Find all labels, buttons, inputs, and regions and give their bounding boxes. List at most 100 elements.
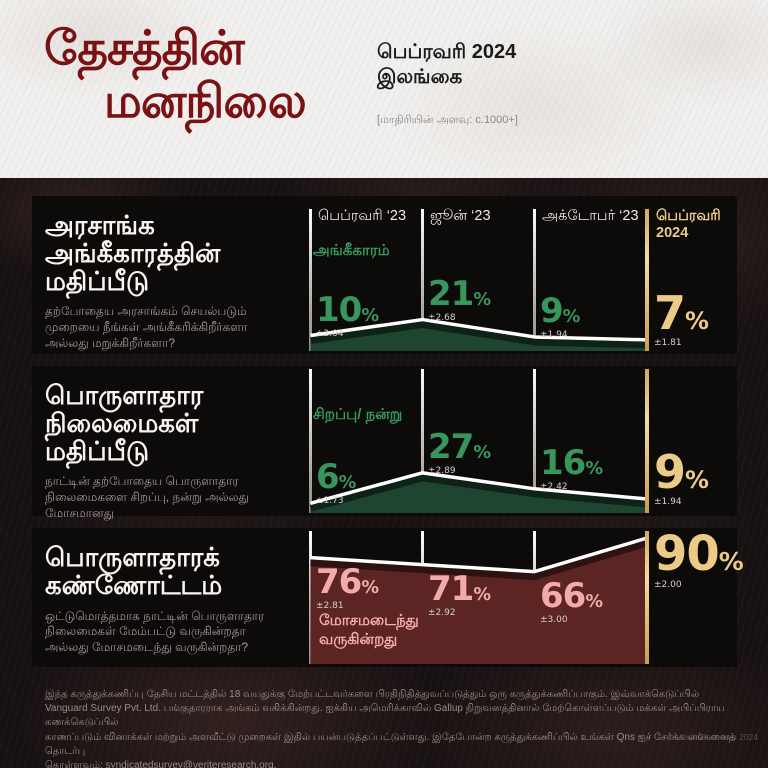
methodology-line: Vanguard Survey Pvt. Ltd. பங்குதாரராக அங… bbox=[45, 703, 725, 729]
margin-of-error: ±1.94 bbox=[654, 496, 682, 507]
title-line-2: மனநிலை bbox=[104, 73, 307, 127]
page-title: தேசத்தின் மனநிலை bbox=[44, 21, 307, 127]
margin-of-error: ±2.68 bbox=[428, 312, 456, 323]
margin-of-error: ±2.00 bbox=[654, 580, 682, 590]
data-point-value: 21% ±2.68 bbox=[428, 273, 491, 323]
section-question: நாட்டின் தற்போதைய பொருளாதார நிலைமைகளை சி… bbox=[45, 474, 249, 520]
data-point-value: 9% ±1.94 bbox=[654, 449, 709, 507]
section-title-line: பொருளாதாரக் bbox=[45, 542, 220, 572]
section-title: பொருளாதார நிலைமைகள் மதிப்பீடு bbox=[45, 380, 303, 466]
section-question: தற்போதைய அரசாங்கம் செயல்படும் முறையை நீங… bbox=[45, 304, 248, 350]
data-point-value: 7% ±1.81 bbox=[654, 290, 709, 348]
methodology-line: இந்த கருத்துக்கணிப்பு தேசிய மட்டத்தில் 1… bbox=[45, 689, 700, 700]
value-number: 9% bbox=[654, 444, 709, 499]
percent-sign: % bbox=[473, 584, 491, 605]
trend-area-svg bbox=[309, 471, 648, 513]
value-number: 10% bbox=[316, 289, 379, 330]
data-point-value: 71% ±2.92 bbox=[428, 572, 491, 618]
percent-sign: % bbox=[685, 465, 709, 494]
sample-size-note: [மாதிரியின் அளவு: c.1000+] bbox=[377, 114, 518, 126]
contact-label: கொள்ளவும்: bbox=[45, 759, 106, 768]
column-separator bbox=[533, 369, 536, 513]
methodology-note: இந்த கருத்துக்கணிப்பு தேசிய மட்டத்தில் 1… bbox=[45, 688, 737, 768]
value-number: 66% bbox=[540, 575, 603, 616]
series-label: அங்கீகாரம் bbox=[313, 242, 390, 259]
period: . bbox=[273, 759, 277, 768]
data-point-value: 66% ±3.00 bbox=[540, 575, 603, 625]
data-point-value: 10% ±2.04 bbox=[316, 289, 379, 339]
highlight-column-separator bbox=[645, 209, 649, 351]
data-point-value: 27% ±2.89 bbox=[428, 426, 491, 476]
series-label: மோசமடைந்து வருகின்றது bbox=[319, 612, 419, 648]
methodology-line: கொள்ளவும்: syndicatedsurvey@veriteresear… bbox=[45, 759, 737, 768]
section-economic-conditions: பொருளாதார நிலைமைகள் மதிப்பீடு நாட்டின் த… bbox=[32, 366, 737, 520]
trend-area-svg bbox=[310, 536, 649, 664]
percent-sign: % bbox=[718, 547, 744, 576]
copyright: © Vérité Research 2024 bbox=[667, 732, 758, 742]
value-number: 16% bbox=[540, 442, 603, 483]
percent-sign: % bbox=[473, 442, 491, 463]
value-number: 6% bbox=[316, 457, 357, 498]
percent-sign: % bbox=[562, 306, 581, 327]
percent-sign: % bbox=[361, 305, 379, 326]
column-separator bbox=[309, 209, 312, 351]
highlight-column-separator bbox=[645, 531, 649, 664]
section-title-line: மதிப்பீடு bbox=[45, 435, 150, 466]
column-header: பெப்ரவரி ‘23 bbox=[318, 208, 407, 224]
data-point-value: 9% ±1.94 bbox=[540, 290, 581, 340]
section-title-line: மதிப்பீடு bbox=[45, 265, 150, 296]
column-header: பெப்ரவரி 2024 bbox=[656, 208, 721, 241]
data-point-value: 6% ±1.73 bbox=[316, 457, 357, 506]
percent-sign: % bbox=[473, 289, 491, 310]
section-economic-outlook: பொருளாதாரக் கண்ணோட்டம் ஒட்டுமொத்தமாக நாட… bbox=[32, 528, 744, 667]
margin-of-error: ±3.00 bbox=[540, 614, 568, 625]
series-label: சிறப்பு/ நன்று bbox=[313, 406, 403, 423]
section-title: அரசாங்க அங்கீகாரத்தின் மதிப்பீடு bbox=[45, 210, 303, 296]
percent-sign: % bbox=[338, 473, 357, 494]
trend-area-svg bbox=[310, 317, 648, 351]
percent-sign: % bbox=[361, 577, 379, 598]
percent-sign: % bbox=[685, 306, 709, 335]
question-block: பொருளாதாரக் கண்ணோட்டம் ஒட்டுமொத்தமாக நாட… bbox=[45, 542, 303, 655]
conditions-trend-chart: சிறப்பு/ நன்று 6% ±1.73 27% ±2.89 16% ±2.42 9% ±… bbox=[32, 366, 737, 516]
section-title-line: பொருளாதார bbox=[45, 380, 204, 410]
margin-of-error: ±2.04 bbox=[316, 328, 344, 339]
value-number: 76% bbox=[316, 561, 379, 602]
value-number: 27% bbox=[428, 426, 491, 467]
margin-of-error: ±2.42 bbox=[540, 481, 568, 492]
contact-email-link[interactable]: syndicatedsurvey@veriteresearch.org bbox=[105, 759, 274, 768]
approval-trend-chart: பெப்ரவரி ‘23 ஜூன் ‘23 அக்டோபர் ‘23 பெப்ரவரி… bbox=[32, 196, 737, 354]
percent-sign: % bbox=[585, 458, 603, 479]
section-title-line: அங்கீகாரத்தின் bbox=[45, 237, 221, 268]
methodology-line: காணப்படும் வினாக்கள் மற்றும் அளவீட்டு மு… bbox=[45, 731, 736, 757]
section-title-line: அரசாங்க bbox=[45, 210, 155, 240]
column-separator bbox=[421, 369, 424, 513]
question-block: அரசாங்க அங்கீகாரத்தின் மதிப்பீடு தற்போதை… bbox=[45, 210, 303, 351]
value-number: 7% bbox=[654, 285, 709, 340]
margin-of-error: ±2.81 bbox=[316, 600, 344, 611]
column-separator bbox=[421, 209, 424, 351]
section-question: ஒட்டுமொத்தமாக நாட்டின் பொருளாதார நிலைமைக… bbox=[45, 608, 265, 654]
value-number: 9% bbox=[540, 290, 581, 331]
question-block: பொருளாதார நிலைமைகள் மதிப்பீடு நாட்டின் த… bbox=[45, 380, 303, 521]
section-government-approval: அரசாங்க அங்கீகாரத்தின் மதிப்பீடு தற்போதை… bbox=[32, 196, 737, 354]
highlight-column-separator bbox=[645, 369, 649, 513]
column-header: அக்டோபர் ‘23 bbox=[542, 208, 639, 224]
section-title: பொருளாதாரக் கண்ணோட்டம் bbox=[45, 542, 303, 600]
title-line-1: தேசத்தின் bbox=[44, 21, 245, 74]
edition-date: பெப்ரவரி 2024 bbox=[377, 41, 517, 63]
margin-of-error: ±2.92 bbox=[428, 607, 456, 618]
percent-sign: % bbox=[585, 591, 603, 612]
value-number: 90% bbox=[654, 526, 744, 582]
masthead: தேசத்தின் மனநிலை பெப்ரவரி 2024 இலங்கை [ம… bbox=[0, 0, 768, 178]
data-point-value: 16% ±2.42 bbox=[540, 442, 603, 492]
value-number: 21% bbox=[428, 273, 491, 314]
section-title-line: கண்ணோட்டம் bbox=[45, 569, 223, 600]
margin-of-error: ±1.81 bbox=[654, 337, 682, 348]
data-point-value: 76% ±2.81 bbox=[316, 561, 379, 611]
margin-of-error: ±2.89 bbox=[428, 465, 456, 476]
data-point-value: 90% ±2.00 bbox=[654, 530, 744, 590]
column-separator bbox=[309, 369, 312, 513]
edition-country: இலங்கை bbox=[377, 66, 463, 88]
